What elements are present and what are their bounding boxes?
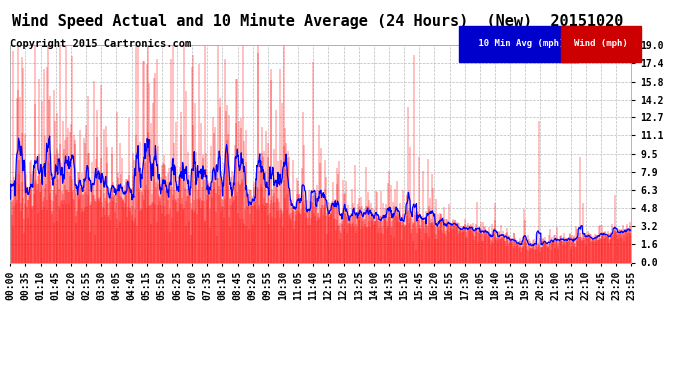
Text: 10 Min Avg (mph): 10 Min Avg (mph) xyxy=(473,39,564,48)
Text: Wind Speed Actual and 10 Minute Average (24 Hours)  (New)  20151020: Wind Speed Actual and 10 Minute Average … xyxy=(12,13,623,29)
Text: Copyright 2015 Cartronics.com: Copyright 2015 Cartronics.com xyxy=(10,39,192,50)
Text: Wind (mph): Wind (mph) xyxy=(574,39,628,48)
